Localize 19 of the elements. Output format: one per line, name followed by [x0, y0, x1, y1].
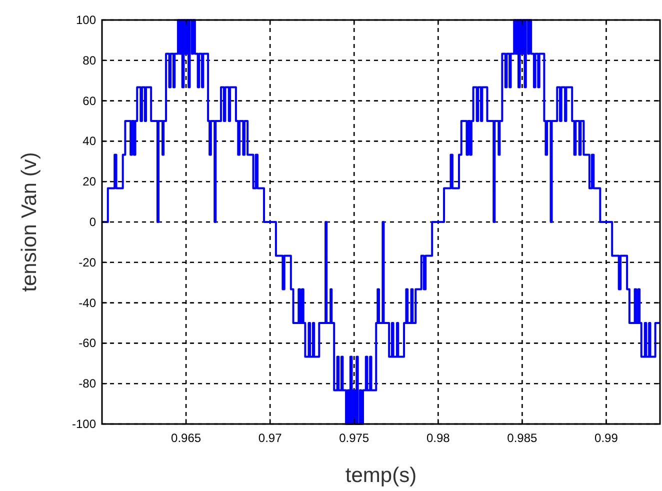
x-tick-label: 0.98	[426, 431, 450, 445]
y-tick-label: 100	[76, 13, 96, 27]
y-tick-label: 60	[82, 94, 96, 108]
y-tick-label: -40	[78, 296, 96, 310]
x-tick-label: 0.985	[507, 431, 538, 445]
y-tick-label: -60	[78, 336, 96, 350]
y-tick-label: -80	[78, 376, 96, 391]
x-tick-label: 0.99	[594, 431, 618, 445]
x-axis-title: temp(s)	[345, 464, 417, 487]
x-tick-label: 0.975	[339, 431, 370, 445]
y-axis-title: tension Van (v)	[18, 152, 41, 292]
y-tick-label: 40	[82, 134, 96, 148]
y-tick-label: 80	[82, 53, 96, 68]
x-tick-label: 0.97	[258, 431, 282, 445]
y-tick-label: -100	[72, 417, 96, 431]
y-tick-label: 20	[82, 174, 96, 189]
y-tick-label: -20	[78, 255, 96, 270]
y-tick-label: 0	[89, 215, 96, 229]
x-tick-label: 0.965	[171, 431, 202, 445]
